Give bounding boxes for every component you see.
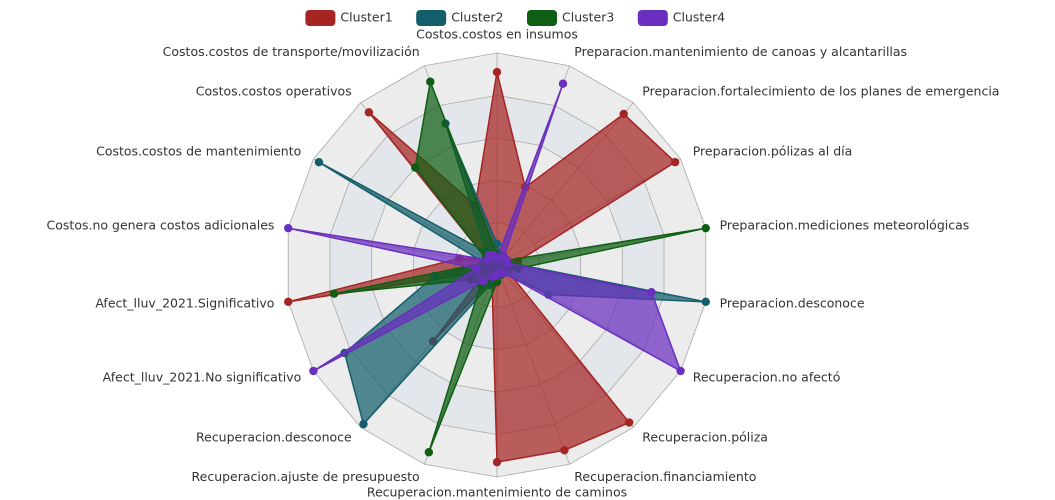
data-point — [488, 272, 497, 282]
legend-label: Cluster1 — [340, 10, 392, 25]
data-point — [492, 457, 502, 467]
axis-label: Preparacion.mantenimiento de canoas y al… — [574, 44, 907, 59]
data-point — [284, 297, 293, 307]
data-point — [701, 297, 710, 307]
axis-label: Afect_lluv_2021.Significativo — [95, 296, 274, 311]
legend-label: Cluster4 — [673, 10, 725, 25]
series-layer — [284, 67, 710, 467]
data-point — [558, 79, 568, 88]
data-point — [329, 289, 339, 298]
data-point — [670, 157, 680, 167]
legend-swatch — [527, 10, 557, 26]
axis-label: Recuperacion.póliza — [642, 430, 768, 445]
axis-label: Preparacion.mediciones meteorológicas — [720, 217, 970, 232]
axis-label: Preparacion.fortalecimiento de los plane… — [642, 83, 999, 98]
axis-label: Recuperacion.mantenimiento de caminos — [367, 485, 627, 500]
axis-label: Recuperacion.ajuste de presupuesto — [192, 469, 420, 484]
axis-label: Costos.costos operativos — [196, 83, 352, 98]
legend-swatch — [416, 10, 447, 26]
axis-label: Recuperacion.no afectó — [693, 370, 841, 385]
data-point — [411, 163, 420, 172]
data-point — [284, 223, 293, 233]
axis-label: Recuperacion.financiamiento — [574, 469, 756, 484]
axis-label: Preparacion.desconoce — [720, 296, 865, 311]
legend-swatch — [637, 10, 668, 26]
axis-labels: Costos.costos en insumos Preparacion.mant… — [47, 27, 1000, 500]
data-point — [309, 366, 318, 376]
data-point — [424, 448, 434, 457]
legend-swatch — [305, 10, 336, 26]
data-point — [479, 277, 488, 286]
data-point — [492, 67, 502, 77]
axis-label: Costos.costos en insumos — [416, 27, 578, 42]
legend-label: Cluster2 — [451, 10, 503, 25]
data-point — [503, 258, 512, 268]
data-point — [426, 77, 435, 86]
data-point — [624, 418, 634, 427]
data-point — [364, 108, 374, 117]
data-point — [560, 446, 569, 455]
data-point — [314, 157, 324, 167]
data-point — [492, 239, 502, 248]
axis-label: Costos.no genera costos adicionales — [47, 217, 275, 232]
data-point — [647, 288, 656, 297]
axis-label: Afect_lluv_2021.No significativo — [103, 370, 302, 385]
axis-label: Recuperacion.desconoce — [196, 430, 352, 445]
data-point — [701, 223, 710, 233]
legend-label: Cluster3 — [562, 10, 614, 25]
axis-label: Costos.costos de transporte/movilización — [163, 44, 420, 59]
legend: Cluster1 Cluster2 Cluster3 Cluster4 — [305, 10, 725, 26]
data-point — [471, 264, 481, 273]
data-point — [489, 250, 498, 260]
axis-label: Costos.costos de mantenimiento — [96, 144, 301, 159]
data-point — [676, 366, 685, 376]
axis-label: Preparacion.pólizas al día — [693, 144, 853, 159]
data-point — [619, 109, 628, 119]
data-point — [359, 419, 368, 429]
